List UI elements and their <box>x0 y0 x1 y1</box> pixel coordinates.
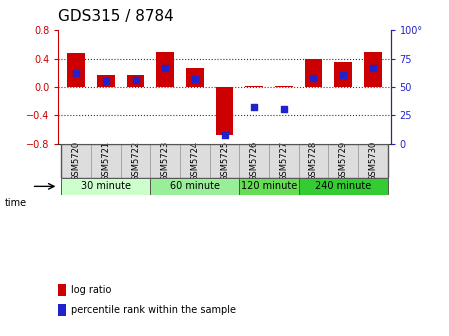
Text: GDS315 / 8784: GDS315 / 8784 <box>58 8 174 24</box>
Point <box>369 65 376 71</box>
Point <box>339 72 347 77</box>
Point <box>162 65 169 71</box>
Text: 240 minute: 240 minute <box>315 181 371 192</box>
Bar <box>216 87 233 135</box>
Text: time: time <box>4 198 26 208</box>
Bar <box>334 62 352 87</box>
Text: GSM5724: GSM5724 <box>190 141 199 181</box>
FancyBboxPatch shape <box>121 144 150 178</box>
Point <box>221 132 228 137</box>
Bar <box>364 51 382 87</box>
FancyBboxPatch shape <box>150 144 180 178</box>
Point <box>73 71 80 76</box>
Point <box>280 106 287 111</box>
FancyBboxPatch shape <box>91 144 121 178</box>
Text: GSM5723: GSM5723 <box>161 141 170 181</box>
FancyBboxPatch shape <box>269 144 299 178</box>
FancyBboxPatch shape <box>62 178 150 195</box>
FancyBboxPatch shape <box>328 144 358 178</box>
Text: GSM5721: GSM5721 <box>101 141 110 181</box>
Point <box>191 76 198 82</box>
Point <box>132 78 139 83</box>
Text: GSM5725: GSM5725 <box>220 141 229 181</box>
Bar <box>156 51 174 87</box>
Text: 30 minute: 30 minute <box>81 181 131 192</box>
Text: GSM5726: GSM5726 <box>250 141 259 181</box>
Point <box>310 75 317 81</box>
FancyBboxPatch shape <box>62 144 91 178</box>
Bar <box>245 86 263 87</box>
FancyBboxPatch shape <box>358 144 387 178</box>
FancyBboxPatch shape <box>210 144 239 178</box>
Text: 60 minute: 60 minute <box>170 181 220 192</box>
Bar <box>304 58 322 87</box>
Text: percentile rank within the sample: percentile rank within the sample <box>71 305 236 315</box>
FancyBboxPatch shape <box>299 144 328 178</box>
Point <box>102 79 110 84</box>
Text: 120 minute: 120 minute <box>241 181 297 192</box>
FancyBboxPatch shape <box>239 178 299 195</box>
FancyBboxPatch shape <box>180 144 210 178</box>
Text: GSM5722: GSM5722 <box>131 141 140 181</box>
FancyBboxPatch shape <box>239 144 269 178</box>
Bar <box>97 75 115 87</box>
Text: GSM5727: GSM5727 <box>279 141 288 181</box>
Point <box>251 105 258 110</box>
Text: GSM5728: GSM5728 <box>309 141 318 181</box>
FancyBboxPatch shape <box>299 178 387 195</box>
Bar <box>275 86 293 87</box>
Bar <box>127 75 145 87</box>
Bar <box>67 53 85 87</box>
Text: log ratio: log ratio <box>71 285 111 295</box>
Bar <box>186 68 204 87</box>
FancyBboxPatch shape <box>150 178 239 195</box>
Text: GSM5729: GSM5729 <box>339 141 348 181</box>
Text: GSM5730: GSM5730 <box>368 141 377 181</box>
Text: GSM5720: GSM5720 <box>72 141 81 181</box>
